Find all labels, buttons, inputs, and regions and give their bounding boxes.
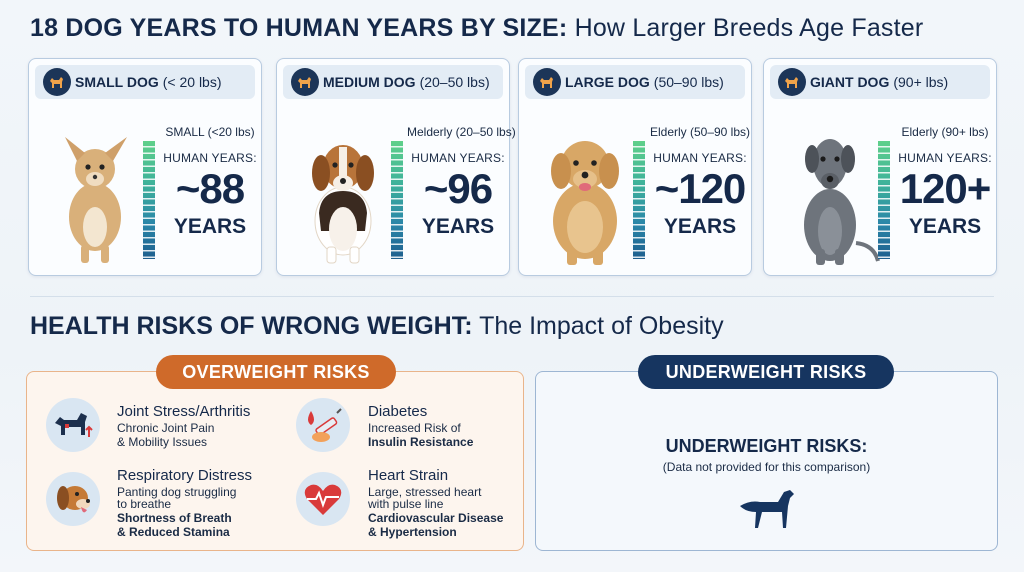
card-size-label: GIANT DOG [810,74,890,90]
card-size-label: MEDIUM DOG [323,74,416,90]
risk-title: Joint Stress/Arthritis [117,403,251,420]
risk-detail: with pulse line [368,497,444,511]
risk-detail: Large, stressed heart [368,485,482,499]
human-years-value: ~88 [175,165,245,212]
life-stage-label: Elderly (50–90 lbs) [649,125,751,139]
underweight-title: UNDERWEIGHT RISKS: [665,436,868,456]
overweight-panel [26,371,524,551]
years-unit: YEARS [663,215,737,238]
card-header: GIANT DOG (90+ lbs) [770,65,990,99]
size-card-giant: GIANT DOG (90+ lbs) Elderly (90+ lbs) HUM… [763,58,997,276]
risk-detail: & Hypertension [368,525,457,539]
health-section-title: HEALTH RISKS OF WRONG WEIGHT: The Impact… [30,312,724,341]
card-header: SMALL DOG (< 20 lbs) [35,65,255,99]
human-years-label: HUMAN YEARS: [411,151,505,165]
dog-joint-icon [46,398,100,452]
life-stage-label: Elderly (90+ lbs) [901,125,989,139]
page-title-bold: 18 DOG YEARS TO HUMAN YEARS BY SIZE: [30,14,568,42]
page-title: 18 DOG YEARS TO HUMAN YEARS BY SIZE: How… [30,14,1010,43]
years-unit: YEARS [421,215,495,238]
human-years-value: ~120 [654,165,747,212]
card-size-label: LARGE DOG [565,74,650,90]
underweight-note: (Data not provided for this comparison) [662,460,871,474]
section-divider [30,296,994,297]
syringe-icon [296,398,350,452]
card-header: LARGE DOG (50–90 lbs) [525,65,745,99]
dog-badge-icon [43,68,71,96]
health-title-rest: The Impact of Obesity [472,312,724,340]
risk-detail: & Mobility Issues [117,435,208,449]
risk-detail: & Reduced Stamina [117,525,230,539]
life-stage-label: Melderly (20–50 lbs) [407,125,516,139]
dog-badge-icon [778,68,806,96]
great-dane-image [804,139,880,265]
risk-title: Respiratory Distress [117,467,253,484]
risk-detail: Increased Risk of [368,421,461,435]
chihuahua-image [65,137,127,263]
risk-detail: to breathe [117,497,172,511]
size-card-small: SMALL DOG (< 20 lbs) SMALL (<20 lbs) HUMA… [28,58,262,276]
golden-retriever-image [551,141,619,265]
human-years-label: HUMAN YEARS: [898,151,992,165]
card-range: (90+ lbs) [893,74,949,90]
card-size-label: SMALL DOG [75,74,159,90]
heart-pulse-icon [296,472,350,526]
years-unit: YEARS [173,215,247,238]
size-card-large: LARGE DOG (50–90 lbs) Elderly (50–90 lbs)… [518,58,752,276]
risk-title: Heart Strain [368,467,449,484]
health-title-bold: HEALTH RISKS OF WRONG WEIGHT: [30,312,473,340]
underweight-label: UNDERWEIGHT RISKS [638,355,894,389]
life-stage-label: SMALL (<20 lbs) [165,125,255,139]
risk-detail: Chronic Joint Pain [117,421,215,435]
card-range: (20–50 lbs) [419,74,490,90]
panting-dog-icon [46,472,100,526]
risk-detail: Shortness of Breath [117,511,232,525]
risk-detail: Cardiovascular Disease [368,511,504,525]
card-header: MEDIUM DOG (20–50 lbs) [283,65,503,99]
years-unit: YEARS [908,215,982,238]
dog-badge-icon [291,68,319,96]
human-years-label: HUMAN YEARS: [163,151,257,165]
card-range: (< 20 lbs) [162,74,222,90]
beagle-image [312,145,374,264]
human-years-value: 120+ [899,165,992,212]
size-card-medium: MEDIUM DOG (20–50 lbs) Melderly (20–50 lb… [276,58,516,276]
overweight-label: OVERWEIGHT RISKS [156,355,396,389]
risk-detail: Insulin Resistance [368,435,474,449]
dog-badge-icon [533,68,561,96]
risk-title: Diabetes [368,403,428,420]
thin-dog-icon [740,490,794,528]
card-range: (50–90 lbs) [653,74,724,90]
human-years-label: HUMAN YEARS: [653,151,747,165]
page-title-rest: How Larger Breeds Age Faster [567,14,924,42]
human-years-value: ~96 [423,165,493,212]
risk-detail: Panting dog struggling [117,485,237,499]
